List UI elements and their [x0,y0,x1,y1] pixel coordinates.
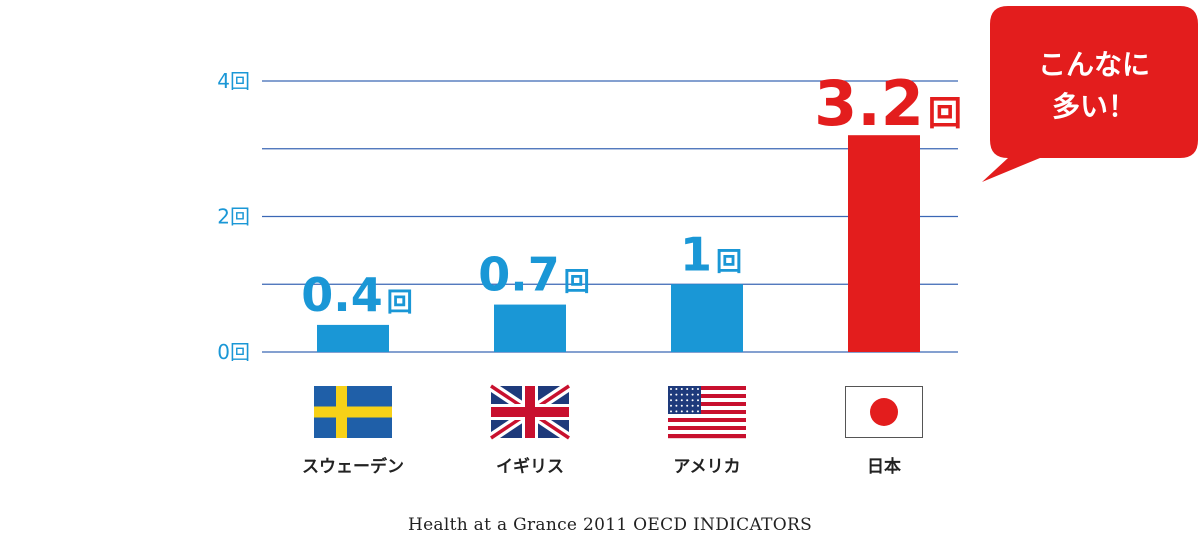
bars [317,135,920,352]
japan-flag [845,386,923,438]
sweden-flag [314,386,392,438]
bar [317,324,389,352]
usa-flag [668,386,746,439]
value-label: 0.4 回 [301,268,413,322]
y-axis-ticks: 0回 2回 4回 [217,69,250,364]
callout-line-2: 多い！ [1052,90,1136,123]
y-tick-label: 0回 [217,340,250,364]
category-label: アメリカ [673,457,740,477]
gridlines [262,80,958,353]
uk-flag [488,381,572,443]
y-tick-label: 2回 [217,205,250,229]
value-label: 0.7 回 [478,248,590,302]
flags [314,381,923,443]
value-label: 3.2 回 [814,67,962,140]
callout-line-1: こんなに [1038,48,1150,81]
bar [848,135,920,352]
bar [671,284,743,352]
callout-bubble: こんなに 多い！ [982,6,1198,182]
category-label: 日本 [867,456,901,477]
value-labels: 0.4 回 0.7 回 1 回 3.2 回 [301,67,962,322]
source-note: Health at a Grance 2011 OECD INDICATORS [408,515,812,535]
category-label: イギリス [496,457,564,477]
y-tick-label: 4回 [217,69,250,93]
category-labels: スウェーデン イギリス アメリカ 日本 [302,456,901,477]
category-label: スウェーデン [302,456,404,477]
bar [494,304,566,352]
